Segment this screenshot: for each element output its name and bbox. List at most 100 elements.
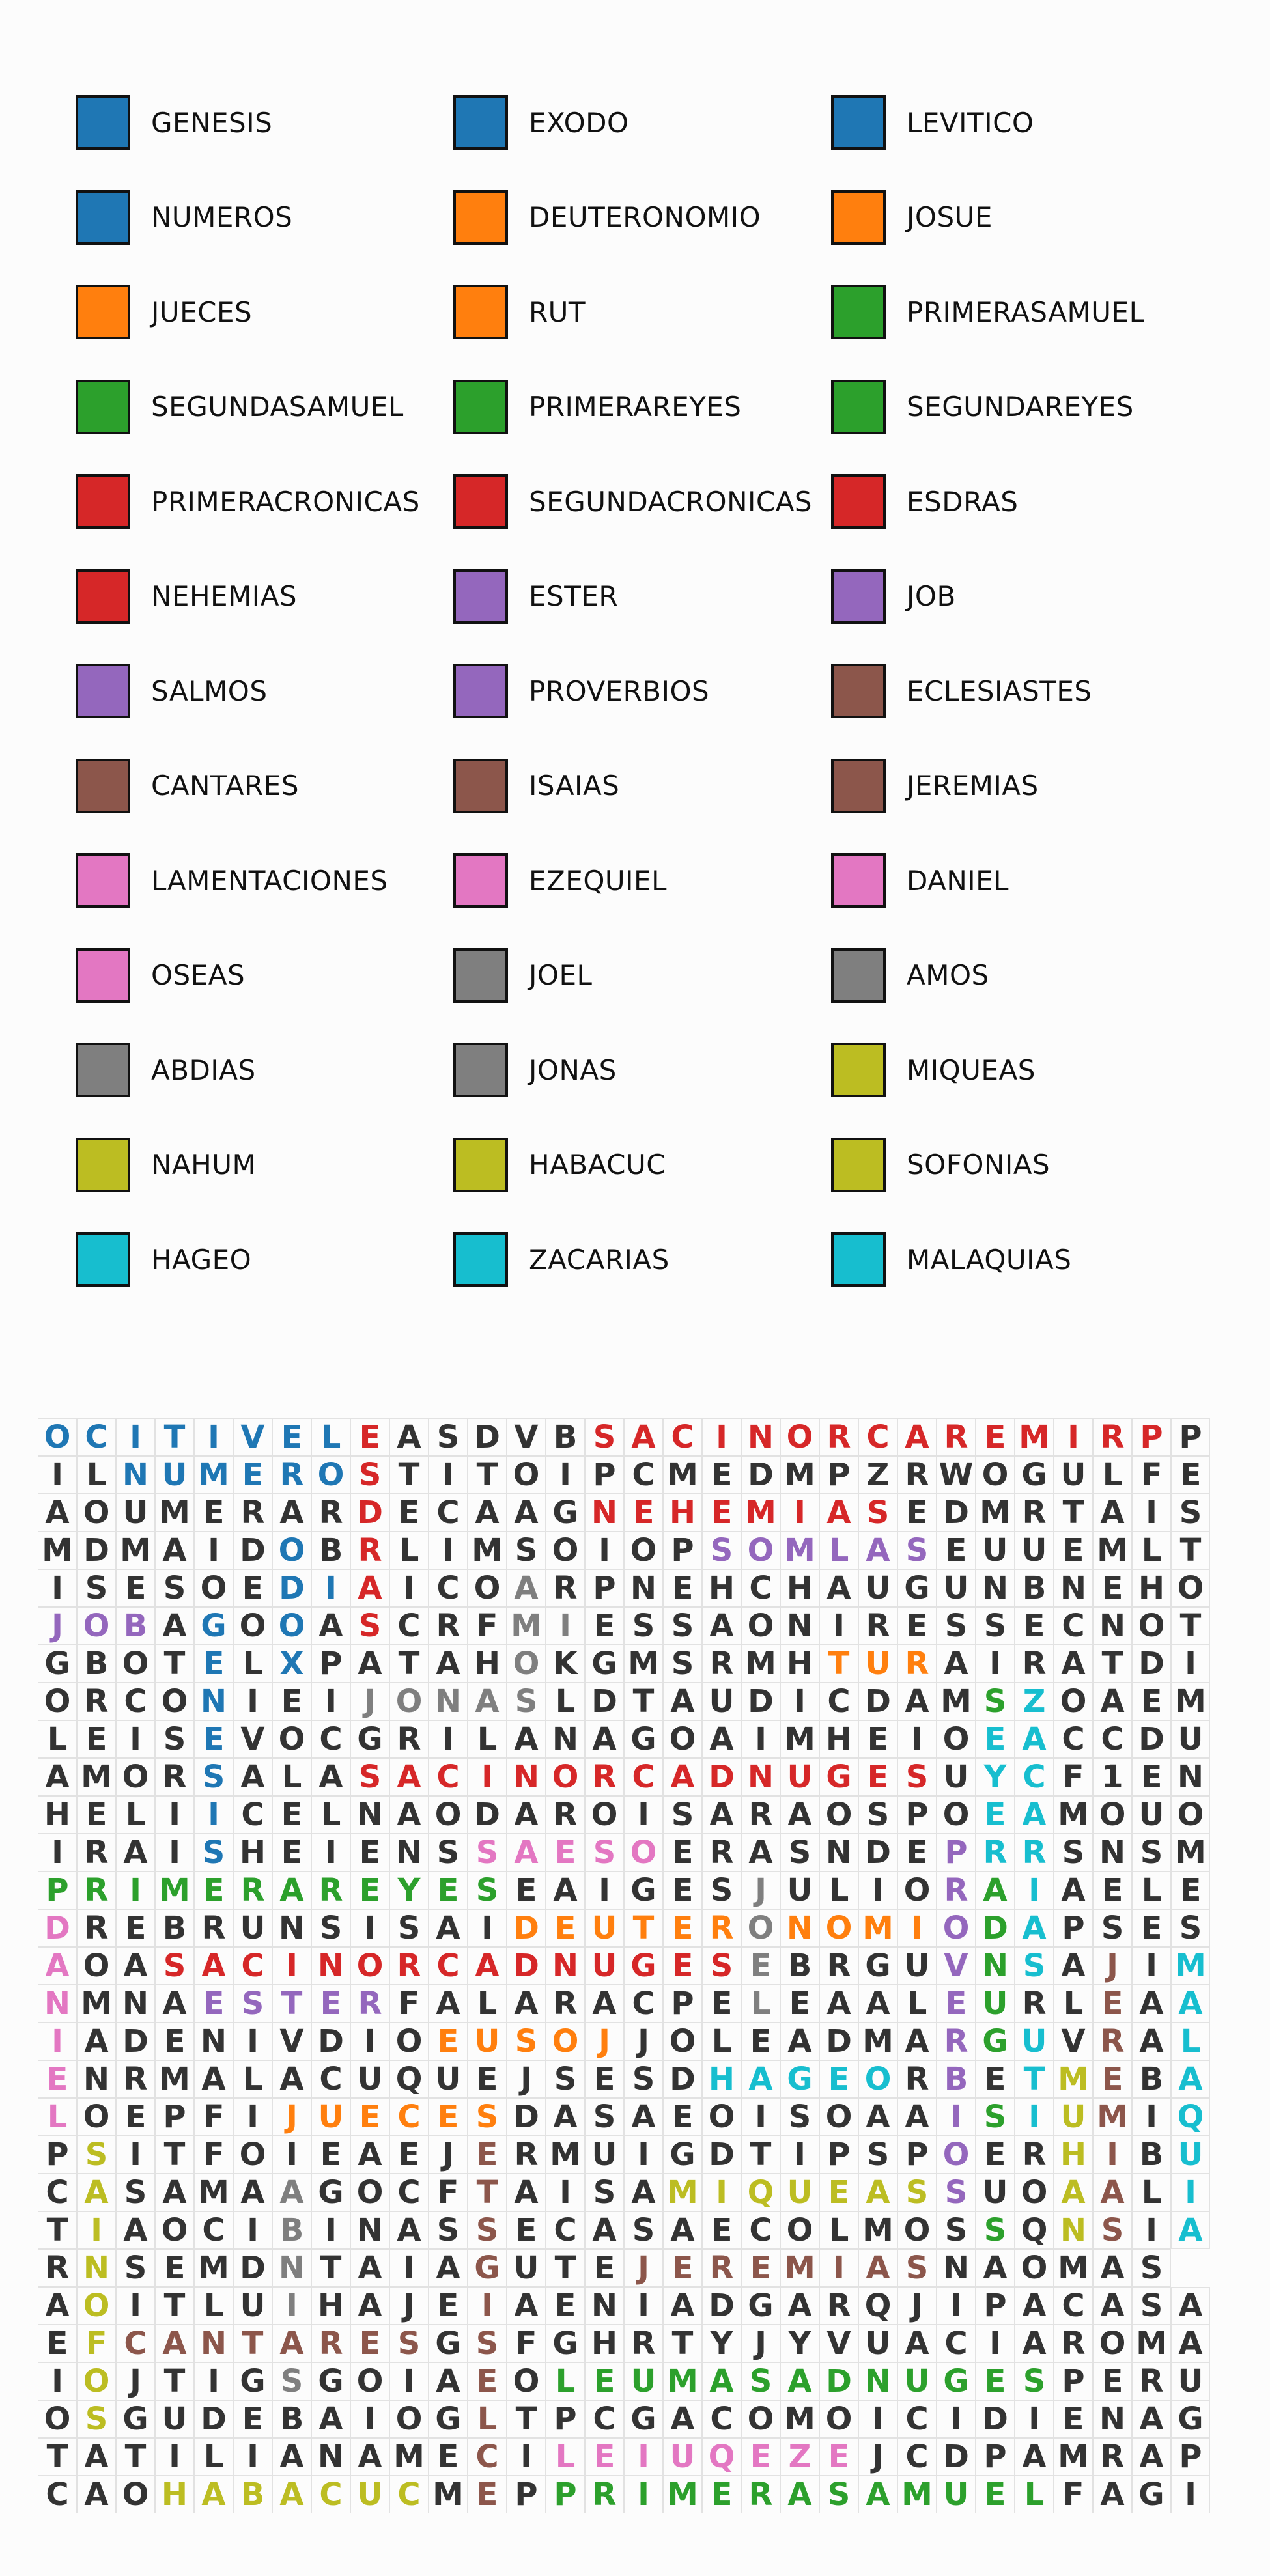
- grid-cell: Z: [1015, 1683, 1054, 1720]
- grid-cell: O: [233, 2136, 272, 2174]
- grid-cell: H: [155, 2476, 194, 2513]
- grid-cell: R: [389, 1947, 429, 1985]
- grid-cell: E: [897, 1834, 937, 1871]
- grid-cell: N: [194, 1683, 233, 1720]
- grid-cell: A: [702, 2362, 741, 2400]
- grid-cell: D: [468, 1796, 507, 1834]
- grid-cell: R: [272, 1456, 311, 1494]
- grid-cell: P: [1171, 2438, 1210, 2476]
- grid-cell: D: [976, 1909, 1015, 1947]
- grid-cell: C: [1054, 2287, 1093, 2325]
- grid-cell: A: [194, 2060, 233, 2098]
- grid-cell: A: [780, 2362, 819, 2400]
- grid-cell: D: [702, 2136, 741, 2174]
- grid-cell: C: [1054, 1720, 1093, 1758]
- grid-cell: I: [311, 1569, 350, 1607]
- grid-cell: O: [468, 1569, 507, 1607]
- grid-cell: E: [116, 2098, 155, 2136]
- grid-cell: Y: [389, 1871, 429, 1909]
- grid-cell: R: [937, 2023, 976, 2060]
- grid-cell: S: [897, 1532, 937, 1569]
- legend-swatch: [76, 664, 130, 718]
- grid-cell: O: [233, 1607, 272, 1645]
- grid-cell: A: [38, 2287, 77, 2325]
- grid-cell: A: [77, 2438, 116, 2476]
- grid-cell: S: [350, 1607, 389, 1645]
- grid-cell: S: [702, 1871, 741, 1909]
- grid-cell: A: [819, 1494, 858, 1532]
- grid-cell: V: [233, 1720, 272, 1758]
- grid-cell: G: [429, 2400, 468, 2438]
- grid-cell: O: [819, 1796, 858, 1834]
- grid-cell: B: [937, 2060, 976, 2098]
- grid-cell: E: [663, 2098, 702, 2136]
- grid-cell: U: [780, 1871, 819, 1909]
- grid-cell: A: [38, 1758, 77, 1796]
- grid-cell: R: [897, 1456, 937, 1494]
- grid-cell: M: [1054, 2438, 1093, 2476]
- grid-cell: L: [272, 1758, 311, 1796]
- grid-cell: E: [155, 2249, 194, 2287]
- grid-cell: O: [77, 2362, 116, 2400]
- grid-cell: O: [389, 1683, 429, 1720]
- grid-cell: A: [194, 1947, 233, 1985]
- legend-item: PROVERBIOS: [453, 662, 709, 720]
- grid-cell: S: [77, 1569, 116, 1607]
- grid-cell: M: [780, 2400, 819, 2438]
- grid-cell: M: [624, 1645, 663, 1683]
- grid-cell: D: [194, 2400, 233, 2438]
- grid-cell: U: [858, 1569, 897, 1607]
- grid-cell: C: [194, 2211, 233, 2249]
- grid-cell: A: [389, 1758, 429, 1796]
- grid-cell: S: [663, 1607, 702, 1645]
- grid-cell: U: [1171, 2362, 1210, 2400]
- grid-cell: A: [663, 1683, 702, 1720]
- legend-label: EZEQUIEL: [529, 864, 667, 897]
- legend-label: NUMEROS: [151, 201, 293, 233]
- grid-cell: N: [194, 2023, 233, 2060]
- grid-cell: A: [272, 2060, 311, 2098]
- grid-cell: I: [272, 2287, 311, 2325]
- grid-cell: I: [624, 1796, 663, 1834]
- grid-cell: M: [780, 1720, 819, 1758]
- grid-cell: E: [389, 1494, 429, 1532]
- grid-cell: R: [702, 1909, 741, 1947]
- legend-swatch: [831, 95, 886, 150]
- grid-cell: E: [1171, 1871, 1210, 1909]
- grid-cell: E: [233, 2400, 272, 2438]
- grid-cell: S: [585, 2098, 624, 2136]
- grid-cell: J: [624, 2023, 663, 2060]
- grid-cell: S: [507, 1683, 546, 1720]
- grid-cell: O: [976, 1456, 1015, 1494]
- grid-cell: A: [624, 2098, 663, 2136]
- grid-cell: H: [311, 2287, 350, 2325]
- grid-cell: G: [624, 1871, 663, 1909]
- grid-cell: O: [77, 1947, 116, 1985]
- grid-cell: A: [507, 1720, 546, 1758]
- grid-cell: A: [155, 1532, 194, 1569]
- grid-cell: A: [38, 1947, 77, 1985]
- grid-cell: I: [429, 1720, 468, 1758]
- grid-cell: P: [976, 2438, 1015, 2476]
- grid-cell: U: [976, 1532, 1015, 1569]
- grid-cell: A: [624, 1418, 663, 1456]
- grid-cell: M: [1054, 2060, 1093, 2098]
- grid-cell: O: [311, 1456, 350, 1494]
- grid-cell: I: [194, 1418, 233, 1456]
- grid-cell: I: [1132, 1494, 1171, 1532]
- grid-cell: U: [1171, 2136, 1210, 2174]
- grid-cell: M: [858, 2023, 897, 2060]
- grid-cell: P: [311, 1645, 350, 1683]
- grid-cell: I: [897, 1720, 937, 1758]
- grid-cell: I: [624, 2476, 663, 2513]
- grid-cell: G: [819, 1758, 858, 1796]
- grid-cell: I: [741, 2098, 780, 2136]
- grid-cell: D: [77, 1532, 116, 1569]
- grid-cell: S: [389, 2325, 429, 2362]
- grid-cell: N: [858, 2362, 897, 2400]
- grid-cell: O: [38, 1418, 77, 1456]
- grid-cell: S: [507, 2023, 546, 2060]
- grid-cell: N: [429, 1683, 468, 1720]
- grid-cell: V: [1054, 2023, 1093, 2060]
- grid-cell: R: [897, 1645, 937, 1683]
